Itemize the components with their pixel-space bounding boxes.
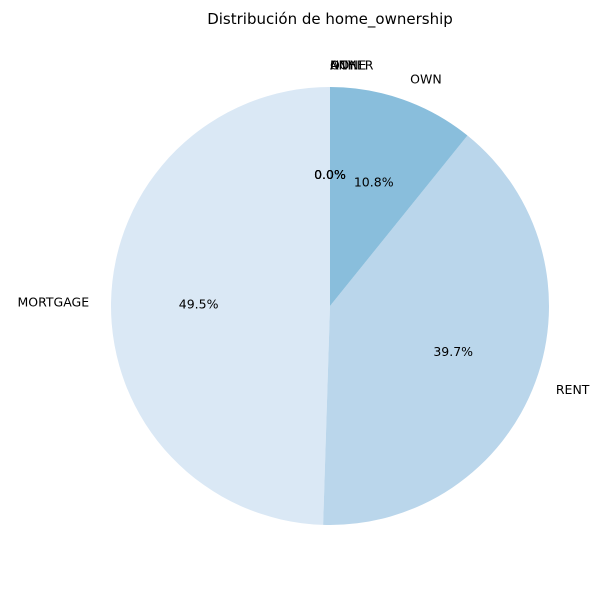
pie-label-none: NONE [330, 58, 367, 73]
pie-slice-own [330, 87, 468, 306]
pie-percent-labels: 49.5%39.7%10.8%0.0%0.0%0.0% [179, 167, 473, 359]
pie-slices [111, 87, 549, 525]
pie-label-any: ANY [330, 58, 356, 73]
pie-percent-none: 0.0% [314, 167, 346, 182]
pie-percent-mortgage: 49.5% [179, 296, 219, 311]
pie-label-other: OTHER [330, 58, 374, 73]
chart-title: Distribución de home_ownership [207, 10, 453, 29]
pie-slice-mortgage [111, 87, 330, 525]
pie-slice-rent [323, 135, 549, 525]
pie-label-rent: RENT [556, 382, 590, 397]
pie-percent-any: 0.0% [314, 167, 346, 182]
pie-percent-own: 10.8% [354, 175, 394, 190]
pie-percent-other: 0.0% [314, 167, 346, 182]
pie-label-mortgage: MORTGAGE [17, 295, 89, 310]
pie-label-own: OWN [410, 71, 442, 86]
pie-percent-rent: 39.7% [433, 344, 473, 359]
